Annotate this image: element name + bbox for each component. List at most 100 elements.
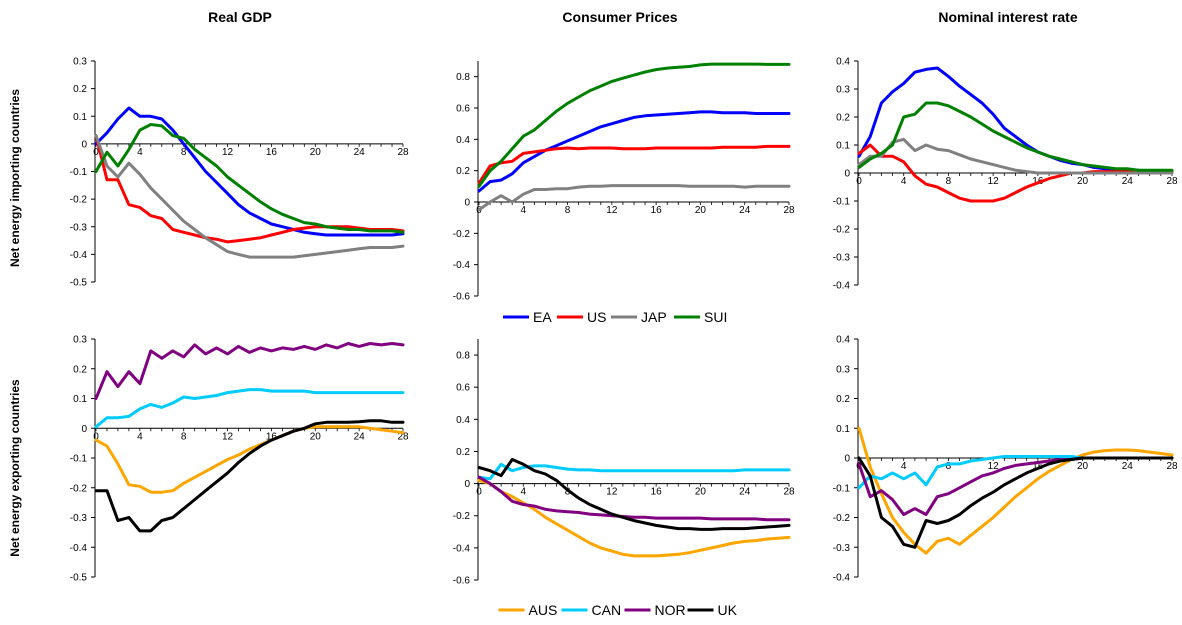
x-tick-label: 24 [739, 205, 751, 216]
chart-panel-1-1: 0.8 0.6 0.4 0.2 0 -0.2 -0.4 -0.6 0 4 8 12 16 20 24 28 [453, 339, 795, 587]
y-tick-label: -0.4 [833, 281, 851, 292]
chart-panel-1-0: 0.3 0.2 0.1 0 -0.1 -0.2 -0.3 -0.4 -0.5 0 4 8 12 16 20 2… [70, 335, 409, 584]
y-tick-label: -0.4 [70, 250, 88, 261]
x-tick-label: 28 [1166, 461, 1178, 472]
y-tick-label: 0 [81, 424, 87, 435]
x-tick-label: 8 [946, 461, 952, 472]
legends: EA US JAP SUI AUS CAN NOR UK [498, 309, 738, 618]
x-tick-label: 8 [181, 147, 187, 158]
y-tick-label: -0.2 [453, 511, 471, 522]
y-tick-label: -0.1 [70, 167, 88, 178]
series-line-sui [94, 123, 405, 234]
x-tick-label: 12 [606, 487, 618, 498]
x-tick-label: 0 [856, 176, 862, 187]
x-tick-label: 12 [606, 205, 618, 216]
series-line-aus [857, 426, 1174, 555]
y-tick-label: 0 [464, 479, 470, 490]
y-tick-label: 0.2 [456, 447, 470, 458]
x-tick-label: 12 [988, 176, 1000, 187]
x-tick-label: 12 [222, 147, 234, 158]
panels: 0.3 0.2 0.1 0 -0.1 -0.2 -0.3 -0.4 -0.5 0 4 8 12 16 20 2… [70, 57, 1178, 587]
x-tick-label: 4 [901, 176, 907, 187]
legend-label-aus: AUS [529, 602, 558, 618]
column-title-consumer-prices: Consumer Prices [562, 9, 677, 25]
y-tick-label: -0.2 [70, 195, 88, 206]
series-line-sui [477, 62, 791, 188]
y-tick-label: -0.4 [453, 543, 471, 554]
legend-label-can: CAN [592, 602, 622, 618]
x-tick-label: 16 [266, 147, 278, 158]
x-tick-label: 4 [137, 431, 143, 442]
y-tick-label: 0.8 [456, 72, 470, 83]
y-tick-label: 0 [844, 454, 850, 465]
series-line-sui [857, 101, 1174, 172]
series-line-ea [857, 66, 1174, 174]
x-tick-label: 8 [565, 487, 571, 498]
y-tick-label: 0 [464, 198, 470, 209]
y-tick-label: 0.2 [456, 166, 470, 177]
series-line-aus [94, 425, 405, 494]
y-tick-label: -0.3 [70, 513, 88, 524]
y-tick-label: -0.1 [833, 197, 851, 208]
x-tick-label: 12 [222, 431, 234, 442]
series-line-nor [94, 342, 405, 400]
y-tick-label: -0.6 [453, 576, 471, 587]
y-tick-label: -0.4 [833, 573, 851, 584]
series-line-jap [857, 137, 1174, 175]
series-line-can [477, 462, 791, 481]
legend-label-sui: SUI [704, 309, 727, 325]
series-line-ea [477, 110, 791, 193]
series-line-us [477, 144, 791, 185]
y-tick-label: -0.1 [833, 483, 851, 494]
y-tick-label: 0.4 [836, 57, 850, 68]
legend-label-nor: NOR [655, 602, 686, 618]
chart-panel-0-2: 0.40.30.20.10-0.1-0.2-0.3-0.40 4 8 12 16 20 24… [833, 57, 1178, 292]
y-tick-label: -0.2 [833, 225, 851, 236]
y-tick-label: 0.2 [73, 364, 87, 375]
x-tick-label: 20 [1077, 461, 1089, 472]
x-tick-label: 20 [310, 147, 322, 158]
y-tick-label: -0.2 [70, 483, 88, 494]
x-tick-label: 8 [181, 431, 187, 442]
series-line-nor [477, 475, 791, 522]
y-tick-label: -0.2 [453, 229, 471, 240]
series-line-jap [94, 134, 405, 259]
x-tick-label: 24 [1122, 176, 1134, 187]
x-tick-label: 8 [946, 176, 952, 187]
x-tick-label: 28 [783, 487, 795, 498]
y-tick-label: 0.3 [73, 335, 87, 346]
x-tick-label: 0 [476, 487, 482, 498]
x-tick-label: 20 [695, 205, 707, 216]
series-line-us [94, 134, 405, 244]
y-tick-label: 0.6 [456, 383, 470, 394]
y-tick-label: 0.2 [836, 394, 850, 405]
y-tick-label: 0.2 [73, 84, 87, 95]
row-title-exporting: Net energy exporting countries [8, 379, 22, 557]
chart-panel-1-2: 0.40.30.20.10-0.1-0.2-0.3-0.40 4 8 12 16 20 24… [833, 335, 1178, 584]
y-tick-label: 0.1 [836, 424, 850, 435]
x-tick-label: 20 [695, 487, 707, 498]
x-tick-label: 16 [266, 431, 278, 442]
y-tick-label: -0.3 [70, 222, 88, 233]
series-line-uk [477, 458, 791, 531]
y-tick-label: -0.3 [833, 543, 851, 554]
y-tick-label: 0.8 [456, 351, 470, 362]
y-tick-label: 0.2 [836, 113, 850, 124]
legend-label-ea: EA [533, 309, 552, 325]
series-line-uk [94, 419, 405, 533]
x-tick-label: 24 [354, 431, 366, 442]
series-line-uk [857, 456, 1174, 549]
x-tick-label: 24 [739, 487, 751, 498]
column-title-real-gdp: Real GDP [208, 9, 272, 25]
y-tick-label: -0.5 [70, 278, 88, 289]
legend-1: AUS CAN NOR UK [498, 602, 738, 618]
y-tick-label: 0.3 [73, 57, 87, 68]
chart-panel-0-0: 0.3 0.2 0.1 0 -0.1 -0.2 -0.3 -0.4 -0.5 0 4 8 12 16 20 2… [70, 57, 409, 289]
series-line-aus [477, 478, 791, 558]
y-tick-label: 0.1 [73, 394, 87, 405]
x-tick-label: 4 [521, 205, 527, 216]
x-tick-label: 0 [93, 431, 99, 442]
x-tick-label: 28 [783, 205, 795, 216]
legend-0: EA US JAP SUI [503, 309, 727, 325]
